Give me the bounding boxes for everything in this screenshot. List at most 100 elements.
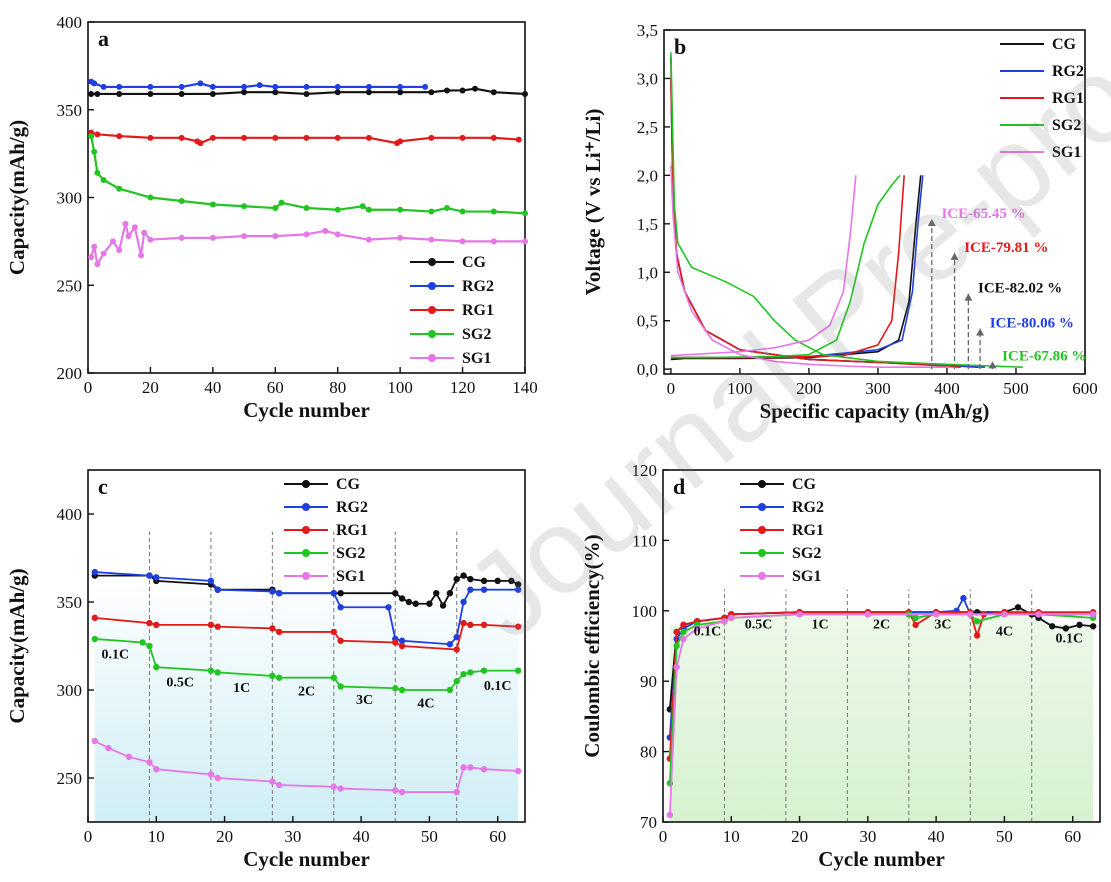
- data-point: [138, 252, 145, 259]
- data-point: [178, 134, 185, 141]
- y-tick-label: 3,5: [637, 21, 658, 40]
- y-tick-label: 1,0: [637, 263, 658, 282]
- data-point: [365, 134, 372, 141]
- x-tick-label: 60: [489, 827, 506, 846]
- legend-label: CG: [336, 476, 361, 493]
- data-point: [490, 134, 497, 141]
- arrow-head: [950, 252, 959, 260]
- data-point: [105, 744, 112, 752]
- legend-item-SG1: SG1: [284, 568, 365, 585]
- y-tick-label: 120: [632, 461, 658, 480]
- data-point: [139, 639, 146, 646]
- data-point: [153, 766, 160, 773]
- data-point: [480, 621, 488, 629]
- series-RG2: [88, 78, 429, 90]
- legend-label: RG1: [462, 302, 494, 319]
- data-point: [334, 83, 341, 90]
- data-point: [330, 783, 338, 790]
- data-point: [392, 590, 399, 597]
- data-point: [480, 667, 488, 674]
- y-tick-label: 80: [640, 743, 657, 762]
- rate-label: 0.1C: [484, 679, 512, 694]
- legend-label: SG1: [1052, 144, 1081, 161]
- data-point: [334, 206, 341, 213]
- data-point: [303, 205, 310, 212]
- data-point: [365, 89, 372, 96]
- rate-label: 4C: [996, 624, 1013, 639]
- legend-item-RG1: RG1: [410, 302, 494, 319]
- legend-item-SG1: SG1: [740, 568, 821, 585]
- data-point: [207, 577, 215, 585]
- data-point: [439, 602, 447, 609]
- data-point: [153, 574, 160, 581]
- data-point: [337, 590, 344, 597]
- series-line: [670, 175, 922, 361]
- data-point: [146, 642, 153, 650]
- data-point: [490, 208, 497, 215]
- chart-b: 0 100 200 300 400 500 600 0,0 0,5 1,0 1,5 2,0 2,5 3,0…: [581, 21, 1098, 423]
- data-point: [392, 787, 399, 794]
- legend-marker: [758, 526, 766, 534]
- series-SG2: [88, 133, 528, 217]
- y-tick-label: 110: [632, 531, 657, 550]
- data-point: [334, 231, 341, 238]
- y-tick-label: 250: [57, 276, 83, 295]
- data-point: [365, 206, 372, 213]
- data-point: [269, 588, 276, 595]
- x-tick-label: 0: [84, 827, 93, 846]
- data-point: [453, 575, 460, 583]
- y-tick-label: 350: [57, 101, 83, 120]
- data-point: [178, 83, 185, 90]
- data-point: [116, 133, 123, 140]
- data-point: [359, 203, 366, 210]
- data-point: [275, 590, 283, 597]
- data-point: [514, 623, 522, 630]
- data-point: [680, 628, 687, 636]
- legend-label: SG2: [336, 545, 365, 562]
- legend-label: SG2: [792, 545, 821, 562]
- data-point: [88, 90, 95, 97]
- panel-letter: c: [98, 474, 108, 499]
- legend-item-CG: CG: [284, 476, 361, 493]
- rate-label: 0.5C: [745, 617, 773, 632]
- x-tick-label: 50: [421, 827, 438, 846]
- rate-label: 1C: [233, 681, 250, 696]
- data-point: [241, 134, 248, 141]
- rate-label: 4C: [417, 697, 434, 712]
- data-point: [272, 134, 279, 141]
- series-SG1: [670, 165, 951, 369]
- legend-marker: [758, 572, 766, 580]
- series-line: [90, 223, 525, 268]
- data-point: [94, 90, 101, 97]
- legend-item-SG1: SG1: [410, 350, 491, 367]
- x-tick-label: 0: [659, 827, 668, 846]
- legend-item-RG1: RG1: [1000, 90, 1084, 107]
- data-point: [960, 594, 967, 602]
- legend-item-SG2: SG2: [740, 545, 821, 562]
- data-point: [426, 600, 433, 607]
- chart-a: 0 20 40 60 80 100 120 140 200 250 300 350 400 Cycle n…: [5, 13, 538, 422]
- data-point: [91, 243, 98, 250]
- data-point: [398, 595, 406, 602]
- data-point: [122, 220, 129, 227]
- data-point: [91, 737, 99, 745]
- series-SG2: [91, 635, 522, 694]
- data-point: [153, 663, 160, 671]
- data-point: [197, 80, 204, 87]
- data-point: [330, 674, 338, 681]
- series-RG2: [670, 78, 985, 369]
- series-SG1: [91, 737, 522, 796]
- chart-d: 0 10 20 30 40 50 60 70 80 90 100 110 120 Cycle number…: [580, 461, 1101, 871]
- data-point: [912, 621, 919, 629]
- x-tick-label: 50: [996, 827, 1013, 846]
- series-line: [94, 616, 519, 651]
- data-point: [453, 646, 460, 653]
- data-point: [973, 618, 981, 625]
- data-point: [209, 134, 216, 141]
- rate-label: 3C: [934, 617, 951, 632]
- y-tick-label: 0,0: [637, 360, 658, 379]
- data-point: [397, 234, 404, 241]
- data-point: [666, 811, 674, 819]
- series-RG1: [88, 129, 522, 147]
- area-fill: [94, 575, 519, 822]
